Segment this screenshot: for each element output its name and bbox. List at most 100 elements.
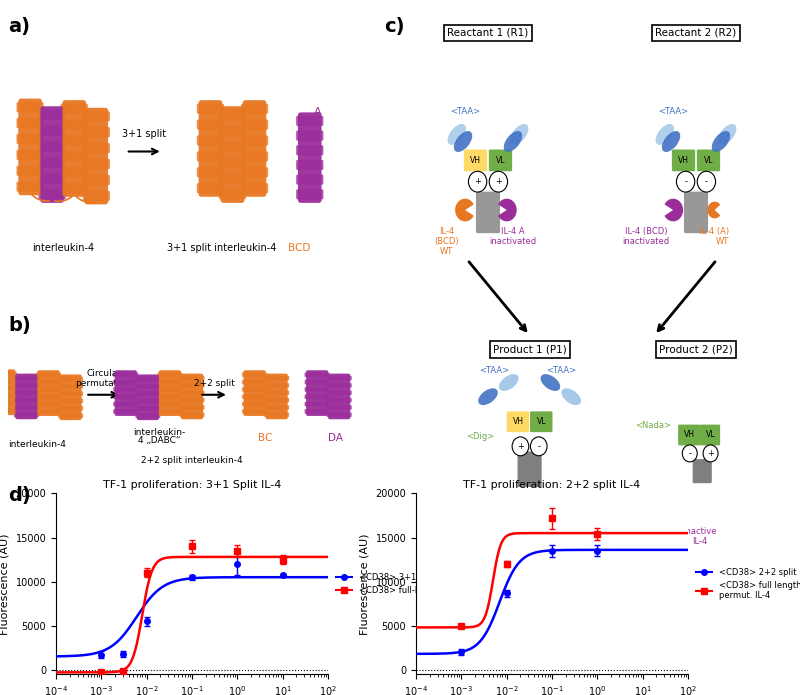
FancyBboxPatch shape (114, 409, 138, 414)
Text: <TAA>: <TAA> (546, 366, 576, 375)
FancyBboxPatch shape (15, 374, 38, 419)
FancyBboxPatch shape (296, 145, 323, 156)
FancyBboxPatch shape (197, 104, 224, 114)
Text: Circular: Circular (86, 369, 121, 378)
FancyBboxPatch shape (114, 379, 138, 384)
Text: +: + (517, 442, 524, 451)
FancyBboxPatch shape (219, 189, 246, 199)
Title: TF-1 proliferation: 3+1 Split IL-4: TF-1 proliferation: 3+1 Split IL-4 (103, 480, 281, 490)
FancyBboxPatch shape (684, 192, 708, 234)
Ellipse shape (718, 124, 737, 145)
FancyBboxPatch shape (58, 414, 83, 418)
FancyBboxPatch shape (114, 387, 138, 392)
FancyBboxPatch shape (464, 149, 487, 171)
FancyBboxPatch shape (326, 405, 352, 410)
Text: VH: VH (678, 156, 689, 165)
FancyBboxPatch shape (14, 391, 39, 395)
FancyBboxPatch shape (530, 411, 553, 432)
FancyBboxPatch shape (476, 192, 500, 234)
FancyBboxPatch shape (17, 133, 44, 144)
FancyBboxPatch shape (38, 141, 66, 152)
Text: Reactant 1 (R1): Reactant 1 (R1) (447, 28, 529, 38)
FancyBboxPatch shape (17, 165, 44, 176)
FancyBboxPatch shape (264, 391, 289, 395)
FancyBboxPatch shape (242, 395, 267, 399)
Wedge shape (665, 199, 683, 222)
FancyBboxPatch shape (158, 409, 182, 414)
FancyBboxPatch shape (0, 386, 17, 391)
FancyBboxPatch shape (38, 189, 66, 199)
FancyBboxPatch shape (266, 374, 288, 419)
Wedge shape (498, 199, 517, 222)
FancyBboxPatch shape (242, 373, 267, 377)
FancyBboxPatch shape (242, 387, 267, 392)
Circle shape (469, 171, 486, 192)
Text: -: - (538, 442, 540, 451)
FancyBboxPatch shape (305, 395, 330, 399)
FancyBboxPatch shape (296, 189, 323, 199)
FancyBboxPatch shape (61, 136, 88, 146)
FancyBboxPatch shape (17, 149, 44, 160)
FancyBboxPatch shape (241, 104, 268, 114)
FancyBboxPatch shape (14, 398, 39, 402)
Ellipse shape (662, 131, 680, 152)
Circle shape (682, 445, 698, 462)
Text: VL: VL (704, 156, 714, 165)
Text: A: A (314, 107, 321, 117)
FancyBboxPatch shape (326, 412, 352, 417)
Text: 2+2 split interleukin-4: 2+2 split interleukin-4 (141, 457, 243, 466)
FancyBboxPatch shape (38, 173, 66, 183)
FancyBboxPatch shape (135, 384, 160, 389)
FancyBboxPatch shape (243, 370, 266, 416)
FancyBboxPatch shape (59, 375, 82, 420)
Ellipse shape (510, 124, 529, 145)
FancyBboxPatch shape (82, 159, 110, 170)
FancyBboxPatch shape (179, 412, 205, 417)
FancyBboxPatch shape (326, 383, 352, 388)
Ellipse shape (655, 124, 674, 145)
FancyBboxPatch shape (38, 157, 66, 167)
FancyBboxPatch shape (158, 402, 182, 407)
Text: +: + (707, 449, 714, 458)
FancyBboxPatch shape (114, 370, 137, 416)
Text: VH: VH (513, 417, 523, 426)
FancyBboxPatch shape (298, 113, 322, 203)
FancyBboxPatch shape (241, 152, 268, 162)
Text: -: - (688, 449, 691, 458)
Text: <TAA>: <TAA> (479, 366, 510, 375)
FancyBboxPatch shape (198, 100, 222, 197)
Ellipse shape (454, 131, 472, 152)
FancyBboxPatch shape (305, 387, 330, 392)
FancyBboxPatch shape (678, 425, 699, 445)
Text: a): a) (8, 17, 30, 36)
Text: VH: VH (470, 156, 481, 165)
FancyBboxPatch shape (58, 384, 83, 389)
FancyBboxPatch shape (326, 376, 352, 380)
FancyBboxPatch shape (241, 136, 268, 146)
Text: <Dig>: <Dig> (466, 432, 494, 441)
Text: BCD: BCD (287, 243, 310, 253)
FancyBboxPatch shape (242, 402, 267, 407)
FancyBboxPatch shape (17, 102, 44, 113)
FancyBboxPatch shape (38, 110, 66, 120)
FancyBboxPatch shape (14, 405, 39, 410)
FancyBboxPatch shape (326, 398, 352, 402)
FancyBboxPatch shape (219, 157, 246, 167)
FancyBboxPatch shape (179, 405, 205, 410)
FancyBboxPatch shape (135, 399, 160, 403)
FancyBboxPatch shape (264, 405, 289, 410)
FancyBboxPatch shape (693, 459, 712, 483)
FancyBboxPatch shape (36, 409, 61, 414)
Ellipse shape (712, 131, 730, 152)
FancyBboxPatch shape (0, 401, 17, 406)
FancyBboxPatch shape (38, 370, 59, 416)
Legend: <CD38> 3+1 split IL-4, <CD38> full-length IL-4: <CD38> 3+1 split IL-4, <CD38> full-lengt… (332, 569, 463, 598)
Text: interleukin-: interleukin- (133, 428, 185, 437)
Text: VH: VH (684, 430, 695, 439)
FancyBboxPatch shape (0, 372, 17, 376)
Text: b): b) (8, 316, 30, 335)
FancyBboxPatch shape (36, 379, 61, 384)
FancyBboxPatch shape (241, 167, 268, 177)
FancyBboxPatch shape (58, 391, 83, 396)
FancyBboxPatch shape (158, 395, 182, 399)
